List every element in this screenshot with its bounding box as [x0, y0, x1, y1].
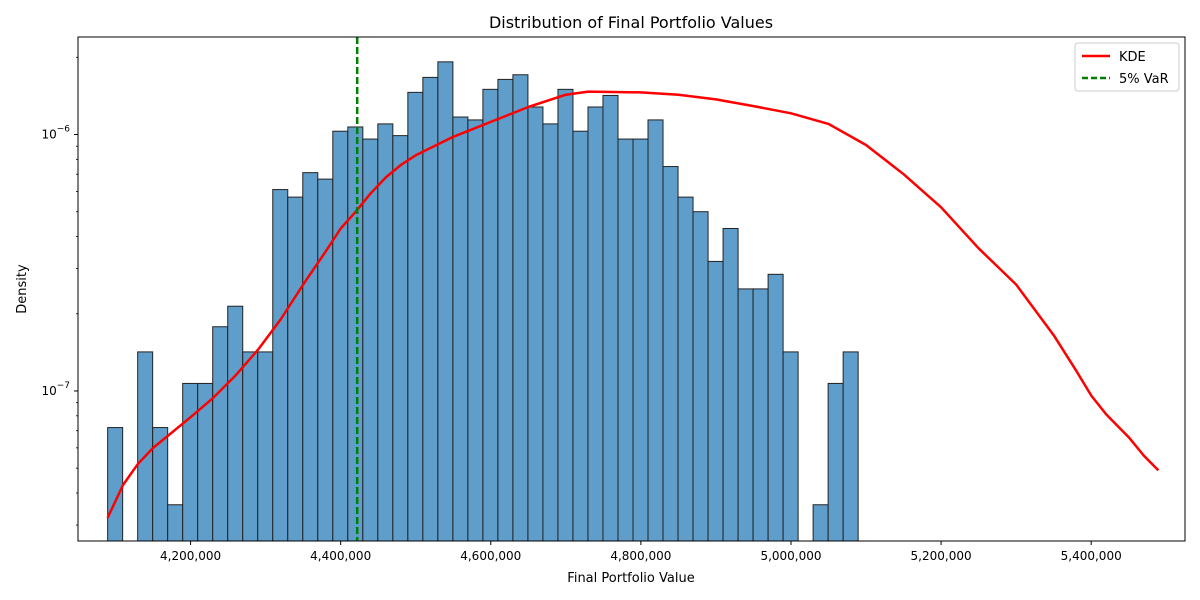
x-tick-label: 5,400,000: [1061, 549, 1122, 563]
histogram-bar: [437, 61, 454, 542]
x-tick-label: 4,800,000: [610, 549, 671, 563]
kde-line: [106, 90, 1160, 519]
y-axis-label: Density: [15, 264, 30, 314]
histogram-bar: [587, 106, 604, 542]
x-axis-label: Final Portfolio Value: [567, 571, 694, 586]
histogram-bar: [662, 166, 679, 542]
x-axis: 4,200,000 4,400,000 4,600,000 4,800,000 5,00…: [160, 541, 1122, 563]
histogram-bar: [242, 351, 259, 542]
histogram-bar: [782, 351, 799, 542]
plot-lines: [106, 37, 1160, 541]
histogram-bar: [827, 382, 844, 542]
legend-var-label: 5% VaR: [1119, 72, 1169, 87]
histogram-bar: [227, 305, 244, 542]
histogram-bar: [632, 138, 649, 542]
histogram-bar: [182, 382, 199, 542]
y-axis: 10−7 10−6: [41, 56, 78, 526]
histogram-bar: [287, 196, 304, 542]
histogram-bar: [497, 78, 514, 542]
histogram-bar: [527, 106, 544, 542]
histogram-bar: [317, 178, 334, 542]
histogram-bar: [107, 427, 124, 542]
histogram-bar: [152, 427, 169, 542]
plot-frame: [77, 36, 1186, 542]
x-tick-label: 5,200,000: [911, 549, 972, 563]
histogram-bar: [332, 130, 349, 542]
histogram-bar: [137, 351, 154, 542]
histogram-bar: [212, 326, 229, 542]
y-tick-label: 10−7: [41, 381, 70, 398]
histogram-bar: [722, 228, 739, 542]
histogram-bar: [737, 288, 754, 542]
histogram-bar: [647, 119, 664, 542]
histogram-bar: [557, 88, 574, 542]
histogram-bar: [677, 196, 694, 542]
histogram-bar: [617, 138, 634, 542]
histogram-bar: [377, 123, 394, 542]
histogram-bar: [167, 504, 184, 542]
y-tick-label: 10−6: [41, 125, 70, 142]
histogram-bar: [512, 74, 529, 542]
histogram-bar: [842, 351, 859, 542]
chart-title: Distribution of Final Portfolio Values: [489, 13, 773, 32]
histogram-bar: [302, 172, 319, 542]
histogram-bar: [272, 189, 289, 542]
histogram-bar: [467, 119, 484, 542]
histogram-bar: [692, 211, 709, 542]
histogram-bar: [347, 126, 364, 542]
x-tick-label: 5,000,000: [760, 549, 821, 563]
histogram-bar: [572, 130, 589, 542]
x-tick-label: 4,600,000: [460, 549, 521, 563]
histogram-bar: [197, 382, 214, 542]
histogram-bar: [707, 260, 724, 542]
histogram-bar: [482, 88, 499, 542]
histogram-bar: [602, 94, 619, 542]
histogram-bar: [767, 273, 784, 542]
histogram-bar: [257, 351, 274, 542]
x-tick-label: 4,200,000: [160, 549, 221, 563]
legend: KDE 5% VaR: [1074, 42, 1180, 92]
histogram-bar: [752, 288, 769, 542]
histogram-bar: [392, 135, 409, 542]
x-tick-label: 4,400,000: [310, 549, 371, 563]
histogram-bar: [452, 116, 469, 542]
histogram-bar: [542, 123, 559, 542]
histogram-bar: [812, 504, 829, 542]
legend-kde-label: KDE: [1119, 50, 1146, 65]
